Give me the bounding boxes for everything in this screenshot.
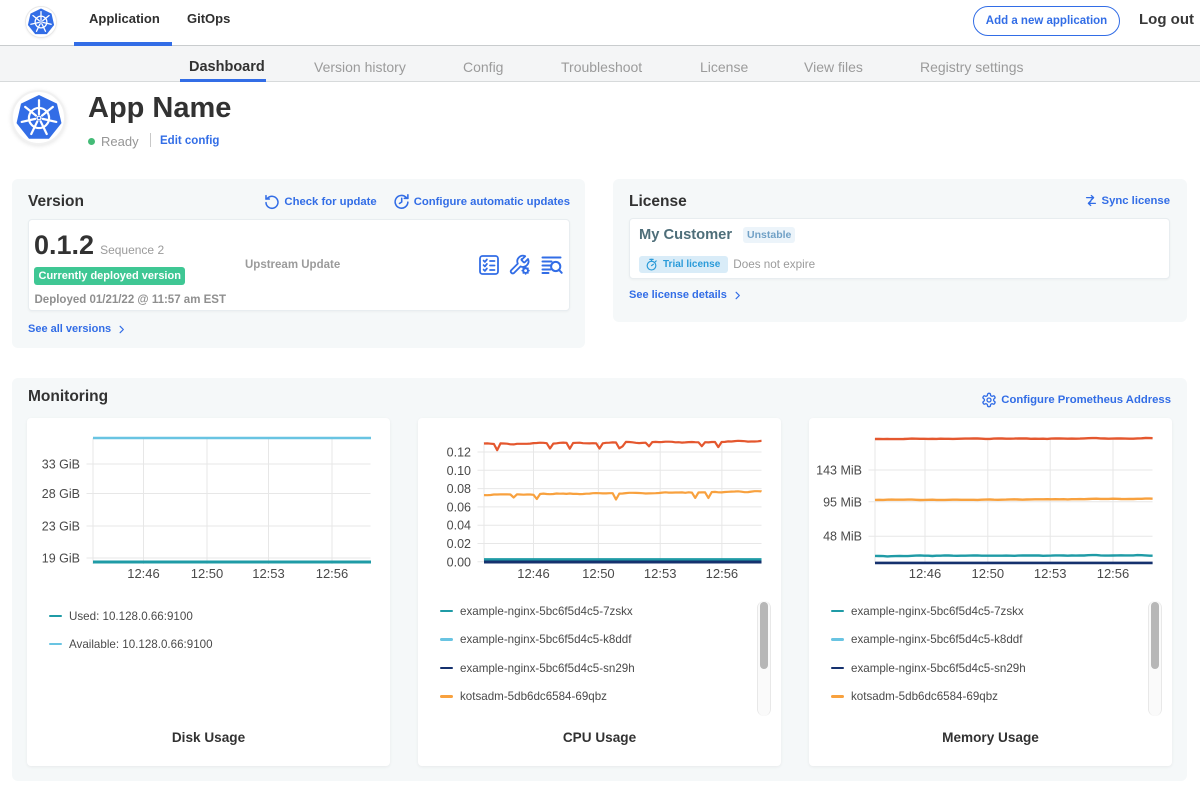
svg-text:48 MiB: 48 MiB [823,530,862,544]
svg-text:0.06: 0.06 [447,500,471,514]
svg-text:12:50: 12:50 [582,566,615,581]
svg-text:0.10: 0.10 [447,464,471,478]
svg-text:95 MiB: 95 MiB [823,495,862,509]
svg-text:12:50: 12:50 [191,566,224,581]
svg-text:12:50: 12:50 [972,566,1005,581]
svg-text:19 GiB: 19 GiB [42,552,80,566]
svg-text:12:53: 12:53 [252,566,285,581]
svg-text:12:46: 12:46 [517,566,550,581]
svg-text:28 GiB: 28 GiB [42,487,80,501]
svg-text:12:53: 12:53 [644,566,677,581]
svg-text:0.02: 0.02 [447,537,471,551]
svg-text:12:56: 12:56 [1097,566,1130,581]
svg-text:0.04: 0.04 [447,519,471,533]
svg-text:12:56: 12:56 [316,566,349,581]
svg-text:0.00: 0.00 [447,555,471,569]
svg-text:12:56: 12:56 [706,566,739,581]
svg-text:12:46: 12:46 [909,566,942,581]
svg-text:12:46: 12:46 [127,566,160,581]
svg-text:0.08: 0.08 [447,482,471,496]
svg-text:33 GiB: 33 GiB [42,458,80,472]
svg-text:23 GiB: 23 GiB [42,520,80,534]
svg-text:143 MiB: 143 MiB [816,464,862,478]
svg-text:12:53: 12:53 [1034,566,1067,581]
svg-text:0.12: 0.12 [447,446,471,460]
